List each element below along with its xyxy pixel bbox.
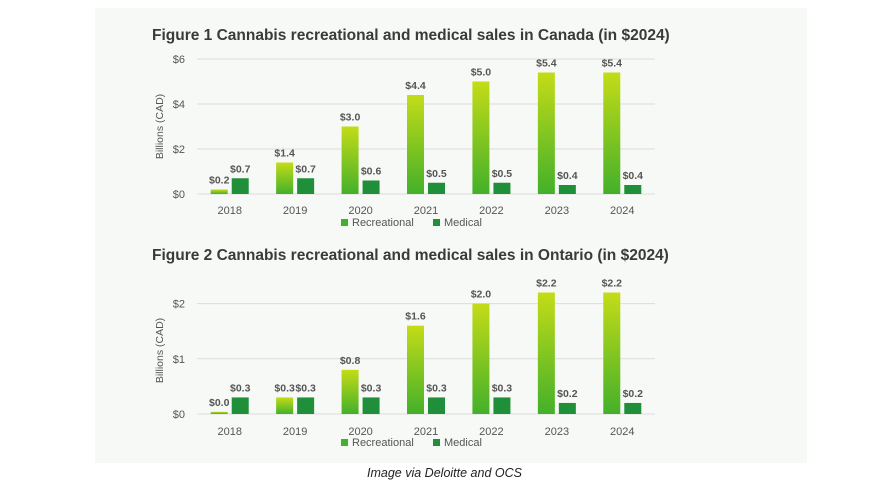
x-tick-label: 2023	[545, 205, 569, 217]
y-axis-label: Billions (CAD)	[154, 94, 166, 159]
y-tick-label: $4	[173, 99, 185, 111]
x-tick-label: 2022	[479, 205, 503, 217]
data-label-medical-2021: $0.3	[426, 382, 447, 394]
chart-title-ontario: Figure 2 Cannabis recreational and medic…	[152, 247, 669, 264]
data-label-recreational-2022: $2.0	[471, 289, 492, 301]
data-label-medical-2020: $0.6	[361, 166, 382, 178]
bar-recreational-2023	[537, 72, 555, 194]
y-tick-label: $0	[173, 409, 185, 421]
bar-recreational-2021	[407, 325, 424, 414]
data-label-medical-2019: $0.3	[295, 382, 316, 394]
bar-medical-2018	[231, 397, 249, 414]
data-label-recreational-2023: $5.4	[536, 58, 557, 70]
y-tick-label: $2	[173, 299, 185, 311]
data-label-recreational-2022: $5.0	[471, 67, 492, 79]
bar-recreational-2023	[537, 292, 555, 414]
x-tick-label: 2019	[283, 205, 307, 217]
bar-recreational-2024	[603, 292, 621, 414]
data-label-recreational-2024: $2.2	[602, 278, 623, 290]
bar-medical-2018	[231, 178, 249, 194]
bar-recreational-2020	[341, 126, 359, 194]
bar-medical-2024	[624, 402, 642, 414]
legend-label-medical: Medical	[444, 437, 482, 449]
x-tick-label: 2023	[545, 426, 569, 438]
bar-recreational-2019	[276, 397, 294, 414]
data-label-medical-2023: $0.4	[557, 170, 578, 182]
bar-medical-2023	[558, 402, 576, 414]
x-tick-label: 2021	[414, 205, 438, 217]
x-tick-label: 2020	[348, 205, 372, 217]
bar-medical-2024	[624, 185, 642, 194]
data-label-medical-2024: $0.4	[623, 170, 644, 182]
bar-medical-2021	[428, 397, 445, 414]
legend-swatch-recreational	[341, 219, 348, 226]
legend-swatch-medical	[433, 439, 440, 446]
x-tick-label: 2018	[217, 426, 241, 438]
x-tick-label: 2024	[610, 426, 634, 438]
y-tick-label: $6	[173, 54, 185, 66]
legend-swatch-medical	[433, 219, 440, 226]
bar-medical-2023	[558, 185, 576, 194]
data-label-recreational-2021: $1.6	[405, 311, 426, 323]
data-label-recreational-2023: $2.2	[536, 278, 557, 290]
data-label-recreational-2021: $4.4	[405, 80, 426, 92]
bar-medical-2021	[428, 182, 445, 194]
data-label-recreational-2020: $0.8	[340, 355, 361, 367]
data-label-medical-2022: $0.3	[492, 382, 513, 394]
data-label-medical-2023: $0.2	[557, 388, 578, 400]
legend-label-recreational: Recreational	[352, 217, 414, 229]
bar-medical-2020	[362, 397, 380, 414]
x-tick-label: 2022	[479, 426, 503, 438]
bar-recreational-2019	[276, 162, 294, 194]
data-label-recreational-2018: $0.0	[209, 397, 230, 409]
data-label-recreational-2019: $1.4	[274, 148, 295, 160]
data-label-medical-2020: $0.3	[361, 382, 382, 394]
x-tick-label: 2020	[348, 426, 372, 438]
y-axis-label: Billions (CAD)	[154, 318, 166, 383]
data-label-medical-2024: $0.2	[623, 388, 644, 400]
figure-panel	[95, 8, 807, 463]
data-label-medical-2018: $0.3	[230, 382, 251, 394]
image-caption: Image via Deloitte and OCS	[367, 466, 522, 480]
bar-medical-2019	[297, 178, 315, 194]
y-tick-label: $2	[173, 144, 185, 156]
data-label-medical-2022: $0.5	[492, 168, 513, 180]
chart-title-canada: Figure 1 Cannabis recreational and medic…	[152, 27, 670, 44]
bar-recreational-2024	[603, 72, 621, 194]
data-label-recreational-2020: $3.0	[340, 112, 361, 124]
bar-recreational-2021	[407, 95, 424, 194]
y-tick-label: $1	[173, 354, 185, 366]
data-label-medical-2021: $0.5	[426, 168, 447, 180]
legend-label-recreational: Recreational	[352, 437, 414, 449]
y-tick-label: $0	[173, 189, 185, 201]
x-tick-label: 2019	[283, 426, 307, 438]
bar-medical-2019	[297, 397, 315, 414]
bar-recreational-2018	[210, 189, 228, 194]
data-label-recreational-2018: $0.2	[209, 175, 230, 187]
bar-recreational-2022	[472, 81, 490, 194]
data-label-recreational-2019: $0.3	[274, 382, 295, 394]
x-tick-label: 2018	[217, 205, 241, 217]
data-label-medical-2018: $0.7	[230, 163, 251, 175]
bar-medical-2020	[362, 180, 380, 194]
bar-recreational-2022	[472, 303, 490, 414]
bar-recreational-2018	[210, 411, 228, 414]
legend-label-medical: Medical	[444, 217, 482, 229]
bar-medical-2022	[493, 397, 511, 414]
legend-swatch-recreational	[341, 439, 348, 446]
x-tick-label: 2021	[414, 426, 438, 438]
bar-recreational-2020	[341, 369, 359, 414]
x-tick-label: 2024	[610, 205, 634, 217]
data-label-recreational-2024: $5.4	[602, 58, 623, 70]
bar-medical-2022	[493, 182, 511, 194]
data-label-medical-2019: $0.7	[295, 163, 316, 175]
